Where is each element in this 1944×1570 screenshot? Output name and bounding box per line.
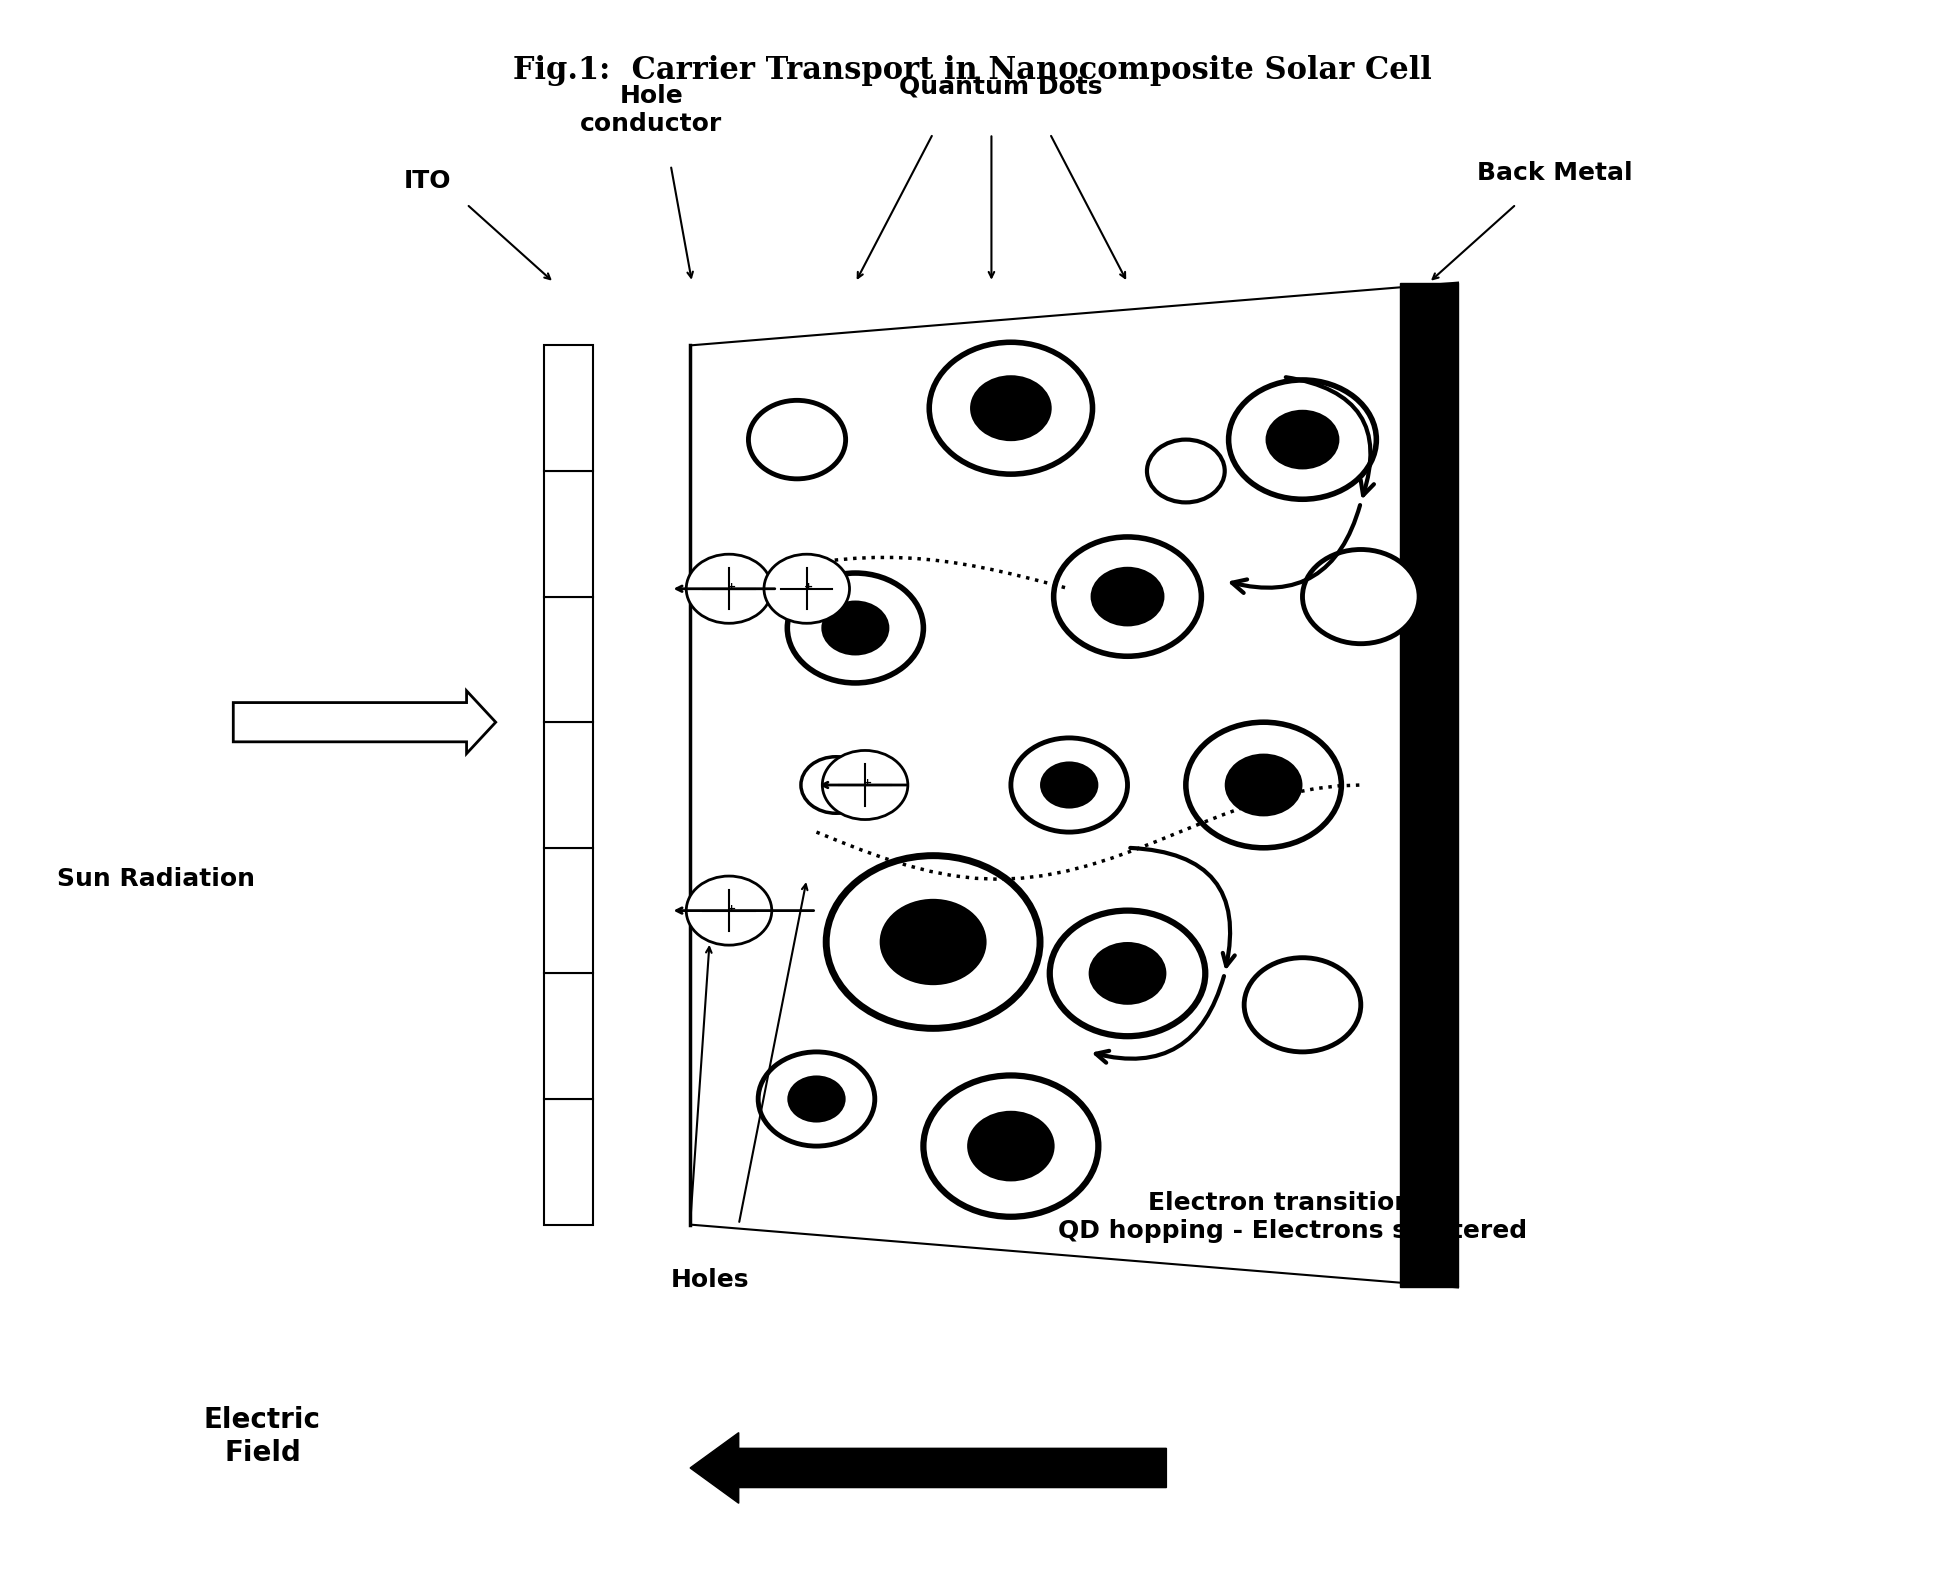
Circle shape xyxy=(968,1112,1054,1181)
Circle shape xyxy=(758,1052,875,1146)
Text: +: + xyxy=(863,779,871,788)
Circle shape xyxy=(748,400,846,479)
Circle shape xyxy=(970,375,1052,441)
Bar xyxy=(1400,283,1458,1287)
Bar xyxy=(544,345,593,471)
Bar xyxy=(544,973,593,1099)
Circle shape xyxy=(801,757,871,813)
Text: Quantum Dots: Quantum Dots xyxy=(900,74,1102,99)
Text: ITO: ITO xyxy=(404,168,451,193)
Circle shape xyxy=(1089,942,1166,1005)
Bar xyxy=(544,722,593,848)
FancyArrow shape xyxy=(690,1432,1166,1504)
Circle shape xyxy=(1302,550,1419,644)
Bar xyxy=(544,1099,593,1225)
Circle shape xyxy=(787,1075,846,1123)
Text: Fig.1:  Carrier Transport in Nanocomposite Solar Cell: Fig.1: Carrier Transport in Nanocomposit… xyxy=(513,55,1431,86)
Circle shape xyxy=(822,750,908,820)
Text: Hole
conductor: Hole conductor xyxy=(579,85,723,135)
Circle shape xyxy=(1011,738,1128,832)
Text: Sun Radiation: Sun Radiation xyxy=(56,867,255,892)
Text: +: + xyxy=(805,582,813,592)
Circle shape xyxy=(822,601,890,656)
Bar xyxy=(544,848,593,973)
Circle shape xyxy=(1186,722,1341,848)
Text: Electron transitions:
QD hopping - Electrons scattered: Electron transitions: QD hopping - Elect… xyxy=(1058,1192,1528,1242)
Circle shape xyxy=(879,898,988,986)
Text: Holes: Holes xyxy=(671,1267,748,1292)
FancyArrowPatch shape xyxy=(1096,977,1225,1063)
FancyArrowPatch shape xyxy=(1232,506,1361,593)
Circle shape xyxy=(1244,958,1361,1052)
Circle shape xyxy=(787,573,923,683)
Circle shape xyxy=(1147,440,1225,502)
Circle shape xyxy=(1050,911,1205,1036)
Circle shape xyxy=(929,342,1093,474)
Circle shape xyxy=(1225,754,1302,816)
Circle shape xyxy=(1091,567,1164,626)
Circle shape xyxy=(686,554,772,623)
Circle shape xyxy=(686,876,772,945)
Text: +: + xyxy=(727,904,735,914)
Circle shape xyxy=(764,554,850,623)
Circle shape xyxy=(1229,380,1376,499)
Circle shape xyxy=(1054,537,1201,656)
Text: Electric
Field: Electric Field xyxy=(204,1407,321,1466)
Circle shape xyxy=(923,1075,1098,1217)
Circle shape xyxy=(1040,761,1098,809)
Circle shape xyxy=(1266,410,1339,469)
Circle shape xyxy=(826,856,1040,1028)
Bar xyxy=(544,471,593,597)
Text: Back Metal: Back Metal xyxy=(1477,160,1633,185)
FancyArrowPatch shape xyxy=(1129,848,1234,966)
Bar xyxy=(544,597,593,722)
FancyArrow shape xyxy=(233,691,496,754)
FancyArrowPatch shape xyxy=(1285,377,1374,495)
Text: +: + xyxy=(727,582,735,592)
